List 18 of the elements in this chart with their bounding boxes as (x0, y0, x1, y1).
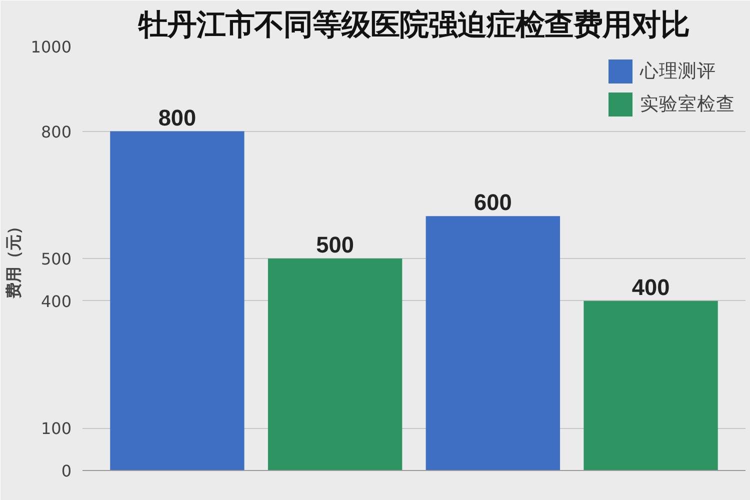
y-tick-label: 1000 (30, 38, 72, 56)
data-label: 400 (632, 274, 670, 300)
y-tick-label: 100 (40, 419, 72, 438)
bar (268, 258, 402, 470)
bar (584, 300, 718, 470)
y-tick-label: 0 (61, 462, 72, 480)
legend-label: 实验室检查 (640, 93, 735, 117)
y-tick-label: 800 (40, 122, 72, 142)
chart-title: 牡丹江市不同等级医院强迫症检查费用对比 (138, 8, 690, 42)
bar (110, 131, 244, 470)
y-tick-label: 500 (40, 250, 72, 268)
y-tick-label: 400 (40, 292, 72, 311)
data-label: 500 (316, 232, 354, 258)
data-label: 600 (474, 189, 512, 216)
y-axis-title: 费用（元） (4, 218, 23, 300)
legend-label: 心理测评 (640, 60, 716, 84)
data-label: 800 (158, 104, 196, 130)
bar (426, 216, 560, 470)
